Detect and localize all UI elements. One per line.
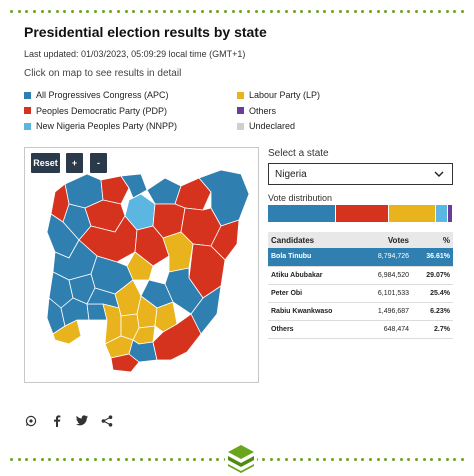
legend-swatch xyxy=(237,91,244,99)
map-state[interactable] xyxy=(100,175,130,205)
state-select[interactable]: Nigeria xyxy=(268,163,453,185)
results-header-row: Candidates Votes % xyxy=(268,232,453,248)
facebook-icon xyxy=(54,415,61,427)
legend-item-lp: Labour Party (LP) xyxy=(237,88,320,102)
state-select-value: Nigeria xyxy=(275,168,307,180)
map-state[interactable] xyxy=(210,219,240,261)
legend-label: All Progressives Congress (APC) xyxy=(36,90,169,100)
legend-item-undeclared: Undeclared xyxy=(237,119,320,133)
vote-distribution-label: Vote distribution xyxy=(268,193,333,203)
legend-swatch xyxy=(237,122,244,130)
legend-label: Others xyxy=(249,105,277,116)
candidate-pct: 36.61% xyxy=(412,248,453,267)
map-hint-text: Click on map to see results in detail xyxy=(24,68,182,79)
table-row: Peter Obi 6,101,533 25.4% xyxy=(268,284,453,303)
last-updated-text: Last updated: 01/03/2023, 05:09:29 local… xyxy=(24,49,246,59)
page-title: Presidential election results by state xyxy=(24,24,267,40)
candidate-pct: 2.7% xyxy=(412,320,453,339)
map-state[interactable] xyxy=(190,285,222,335)
table-row: Bola Tinubu 8,794,726 36.61% xyxy=(268,248,453,267)
publisher-logo-icon xyxy=(225,443,257,473)
legend-item-pdp: Peoples Democratic Party (PDP) xyxy=(24,104,177,118)
whatsapp-icon xyxy=(25,415,37,427)
candidate-name: Bola Tinubu xyxy=(268,248,361,267)
vote-share-segment-nnpp xyxy=(436,205,448,222)
results-table: Candidates Votes % Bola Tinubu 8,794,726… xyxy=(268,232,453,339)
map-zoom-in-button[interactable]: + xyxy=(66,153,83,173)
candidate-pct: 6.23% xyxy=(412,302,453,321)
candidate-name: Peter Obi xyxy=(268,284,361,303)
candidate-votes: 8,794,726 xyxy=(360,248,413,267)
bottom-dotted-divider xyxy=(0,458,474,462)
table-row: Atiku Abubakar 6,984,520 29.07% xyxy=(268,266,453,285)
legend-swatch xyxy=(24,122,31,130)
legend-item-apc: All Progressives Congress (APC) xyxy=(24,88,177,102)
pct-header: % xyxy=(412,232,453,248)
facebook-share-button[interactable] xyxy=(52,415,62,427)
legend-item-others: Others xyxy=(237,104,320,118)
candidate-name: Atiku Abubakar xyxy=(268,266,361,285)
vote-share-segment-pdp xyxy=(335,205,390,222)
map-state[interactable] xyxy=(152,313,202,361)
candidate-pct: 29.07% xyxy=(412,266,453,285)
table-row: Others 648,474 2.7% xyxy=(268,320,453,339)
share-icon xyxy=(101,415,113,427)
map-state[interactable] xyxy=(120,173,148,199)
top-dotted-divider xyxy=(0,10,474,14)
twitter-icon xyxy=(76,415,88,426)
votes-header: Votes xyxy=(360,232,413,248)
candidate-pct: 25.4% xyxy=(412,284,453,303)
candidate-name: Rabiu Kwankwaso xyxy=(268,302,361,321)
map-state[interactable] xyxy=(110,353,140,373)
vote-share-segment-others xyxy=(447,205,453,222)
nigeria-results-map[interactable] xyxy=(24,147,259,383)
legend-swatch xyxy=(24,91,31,99)
vote-share-segment-lp xyxy=(389,205,437,222)
legend-swatch xyxy=(237,107,244,114)
state-select-label: Select a state xyxy=(268,148,329,159)
map-reset-button[interactable]: Reset xyxy=(31,153,60,173)
candidate-votes: 6,101,533 xyxy=(360,284,413,303)
vote-distribution-bar xyxy=(268,205,453,222)
nigeria-map-svg[interactable] xyxy=(25,148,259,383)
whatsapp-share-button[interactable] xyxy=(25,415,37,427)
chevron-down-icon xyxy=(434,171,444,177)
vote-share-segment-apc xyxy=(268,205,336,222)
legend-item-nnpp: New Nigeria Peoples Party (NNPP) xyxy=(24,119,177,133)
twitter-share-button[interactable] xyxy=(76,415,88,426)
candidates-header: Candidates xyxy=(268,232,361,248)
legend-left-column: All Progressives Congress (APC) Peoples … xyxy=(24,88,177,135)
legend-label: Labour Party (LP) xyxy=(249,90,321,100)
legend-right-column: Labour Party (LP) Others Undeclared xyxy=(237,88,320,135)
candidate-votes: 1,496,687 xyxy=(360,302,413,321)
map-zoom-out-button[interactable]: - xyxy=(90,153,107,173)
legend-label: New Nigeria Peoples Party (NNPP) xyxy=(36,121,178,131)
legend-label: Peoples Democratic Party (PDP) xyxy=(36,105,168,116)
candidate-name: Others xyxy=(268,320,361,339)
table-row: Rabiu Kwankwaso 1,496,687 6.23% xyxy=(268,302,453,321)
map-state[interactable] xyxy=(126,251,154,281)
legend-swatch xyxy=(24,107,31,114)
candidate-votes: 6,984,520 xyxy=(360,266,413,285)
candidate-votes: 648,474 xyxy=(360,320,413,339)
share-button[interactable] xyxy=(101,415,113,427)
legend-label: Undeclared xyxy=(249,121,296,131)
